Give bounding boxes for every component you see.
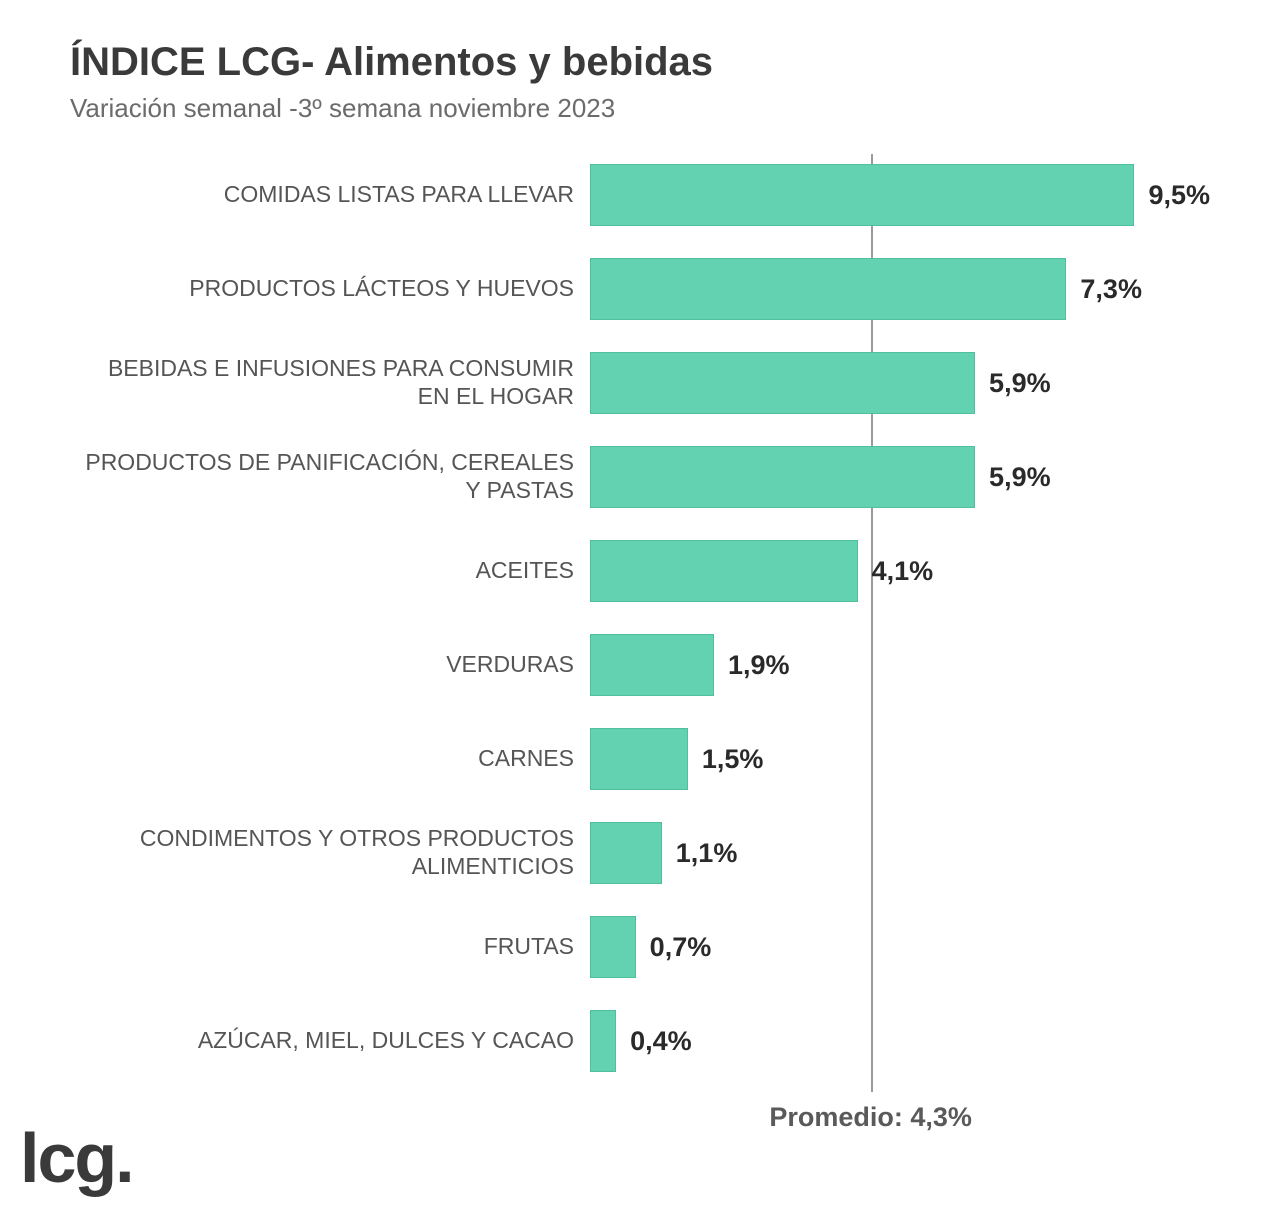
bar-track: 1,5% bbox=[590, 728, 1210, 790]
bar-track: 5,9% bbox=[590, 352, 1210, 414]
value-label: 1,1% bbox=[676, 838, 738, 869]
bar-track: 0,7% bbox=[590, 916, 1210, 978]
category-label: CONDIMENTOS Y OTROS PRODUCTOS ALIMENTICI… bbox=[70, 825, 590, 880]
bar-track: 1,9% bbox=[590, 634, 1210, 696]
value-label: 5,9% bbox=[989, 368, 1051, 399]
bar-row: CONDIMENTOS Y OTROS PRODUCTOS ALIMENTICI… bbox=[70, 822, 1230, 884]
value-label: 1,5% bbox=[702, 744, 764, 775]
bar-row: ACEITES 4,1% bbox=[70, 540, 1230, 602]
bar-chart: COMIDAS LISTAS PARA LLEVAR 9,5% PRODUCTOS … bbox=[70, 164, 1230, 1072]
category-label: BEBIDAS E INFUSIONES PARA CONSUMIR EN EL… bbox=[70, 355, 590, 410]
lcg-logo: lcg. bbox=[20, 1118, 133, 1198]
value-label: 7,3% bbox=[1080, 274, 1142, 305]
bar bbox=[590, 728, 688, 790]
page-root: ÍNDICE LCG- Alimentos y bebidas Variació… bbox=[0, 0, 1280, 1208]
value-label: 0,4% bbox=[630, 1026, 692, 1057]
bar-track: 1,1% bbox=[590, 822, 1210, 884]
category-label: FRUTAS bbox=[70, 933, 590, 961]
bar-row: VERDURAS 1,9% bbox=[70, 634, 1230, 696]
bar bbox=[590, 634, 714, 696]
bar bbox=[590, 1010, 616, 1072]
bar bbox=[590, 164, 1134, 226]
bar-track: 5,9% bbox=[590, 446, 1210, 508]
bar-row: FRUTAS 0,7% bbox=[70, 916, 1230, 978]
bar-row: BEBIDAS E INFUSIONES PARA CONSUMIR EN EL… bbox=[70, 352, 1230, 414]
bar bbox=[590, 540, 858, 602]
chart-subtitle: Variación semanal -3º semana noviembre 2… bbox=[70, 93, 1230, 124]
bar-row: CARNES 1,5% bbox=[70, 728, 1230, 790]
category-label: AZÚCAR, MIEL, DULCES Y CACAO bbox=[70, 1027, 590, 1055]
chart-container: COMIDAS LISTAS PARA LLEVAR 9,5% PRODUCTOS … bbox=[70, 164, 1230, 1072]
bar bbox=[590, 446, 975, 508]
bar-track: 7,3% bbox=[590, 258, 1210, 320]
category-label: COMIDAS LISTAS PARA LLEVAR bbox=[70, 181, 590, 209]
category-label: PRODUCTOS DE PANIFICACIÓN, CEREALES Y PA… bbox=[70, 449, 590, 504]
bar-track: 4,1% bbox=[590, 540, 1210, 602]
bar-row: AZÚCAR, MIEL, DULCES Y CACAO 0,4% bbox=[70, 1010, 1230, 1072]
value-label: 5,9% bbox=[989, 462, 1051, 493]
bar-track: 0,4% bbox=[590, 1010, 1210, 1072]
bar bbox=[590, 916, 636, 978]
bar-row: PRODUCTOS LÁCTEOS Y HUEVOS 7,3% bbox=[70, 258, 1230, 320]
category-label: CARNES bbox=[70, 745, 590, 773]
bar-row: PRODUCTOS DE PANIFICACIÓN, CEREALES Y PA… bbox=[70, 446, 1230, 508]
value-label: 0,7% bbox=[650, 932, 712, 963]
bar bbox=[590, 352, 975, 414]
bar bbox=[590, 822, 662, 884]
category-label: VERDURAS bbox=[70, 651, 590, 679]
category-label: ACEITES bbox=[70, 557, 590, 585]
category-label: PRODUCTOS LÁCTEOS Y HUEVOS bbox=[70, 275, 590, 303]
value-label: 4,1% bbox=[872, 556, 934, 587]
bar-track: 9,5% bbox=[590, 164, 1210, 226]
bar-row: COMIDAS LISTAS PARA LLEVAR 9,5% bbox=[70, 164, 1230, 226]
bar bbox=[590, 258, 1066, 320]
value-label: 1,9% bbox=[728, 650, 790, 681]
value-label: 9,5% bbox=[1148, 180, 1210, 211]
average-label: Promedio: 4,3% bbox=[769, 1102, 972, 1133]
chart-title: ÍNDICE LCG- Alimentos y bebidas bbox=[70, 40, 1230, 85]
